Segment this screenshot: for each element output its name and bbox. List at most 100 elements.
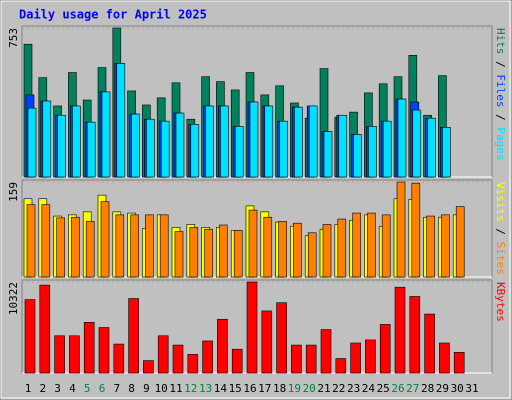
- bar: [278, 221, 287, 278]
- bar: [308, 105, 318, 178]
- bar: [320, 329, 332, 374]
- x-tick-label: 20: [303, 382, 316, 395]
- bar: [323, 131, 333, 178]
- bar: [189, 227, 199, 278]
- x-tick-label: 28: [421, 382, 434, 395]
- bar: [246, 281, 258, 374]
- x-tick-label: 18: [273, 382, 286, 395]
- bar: [190, 124, 200, 178]
- bar: [130, 214, 139, 278]
- bar: [411, 182, 421, 278]
- y-tick-label: 10322: [7, 282, 20, 315]
- bar: [396, 181, 406, 278]
- bar: [261, 310, 273, 374]
- bar: [335, 358, 347, 374]
- bar: [379, 324, 391, 374]
- bar: [113, 343, 125, 374]
- bar: [86, 121, 96, 178]
- bar: [394, 286, 406, 374]
- bar: [442, 127, 451, 178]
- bar: [205, 105, 214, 178]
- bar: [98, 327, 110, 374]
- bar: [263, 216, 273, 278]
- x-tick-label: 26: [391, 382, 404, 395]
- bar: [381, 214, 391, 278]
- bar: [54, 335, 65, 374]
- legend: Visits / Sites: [494, 182, 507, 275]
- bar: [220, 105, 229, 178]
- x-tick-label: 17: [258, 382, 271, 395]
- x-tick-label: 31: [465, 382, 478, 395]
- bar: [248, 209, 258, 278]
- bar: [439, 342, 450, 374]
- bar: [146, 118, 155, 178]
- bar: [57, 114, 66, 178]
- bar: [412, 109, 422, 178]
- x-tick-label: 15: [229, 382, 242, 395]
- legend-entry: Visits: [494, 182, 507, 222]
- bar: [145, 214, 154, 278]
- bar: [172, 344, 184, 374]
- bar: [24, 299, 36, 374]
- legend-entry: KBytes: [494, 282, 507, 322]
- bar: [276, 302, 287, 374]
- bar: [426, 215, 435, 278]
- bar: [305, 344, 317, 374]
- bar: [368, 126, 377, 178]
- y-tick-label: 159: [7, 182, 20, 202]
- bar: [27, 107, 37, 178]
- bar: [56, 217, 65, 278]
- x-tick-label: 24: [362, 382, 376, 395]
- bar: [219, 224, 228, 278]
- bar: [41, 204, 51, 278]
- legend-entry: Hits: [494, 28, 507, 55]
- bar: [294, 106, 303, 178]
- bar: [85, 221, 95, 278]
- legend: Hits / Files / Pages: [494, 28, 507, 161]
- x-tick-label: 8: [128, 382, 135, 395]
- legend-entry: Sites: [494, 242, 507, 275]
- x-tick-label: 13: [199, 382, 212, 395]
- legend-separator: /: [494, 222, 507, 242]
- bar: [322, 224, 332, 278]
- bar: [338, 114, 348, 178]
- x-tick-label: 25: [377, 382, 390, 395]
- bar: [231, 348, 243, 374]
- bar: [39, 284, 51, 374]
- bar: [204, 228, 213, 278]
- x-tick-label: 14: [214, 382, 228, 395]
- x-tick-label: 11: [169, 382, 182, 395]
- bar: [131, 113, 140, 178]
- bar: [100, 201, 110, 278]
- x-tick-label: 3: [54, 382, 61, 395]
- bar: [72, 105, 81, 178]
- bar: [202, 340, 213, 374]
- bar: [174, 231, 184, 278]
- legend-separator: /: [494, 108, 507, 128]
- bar: [397, 98, 407, 178]
- bar: [157, 335, 169, 374]
- bar: [352, 212, 361, 278]
- x-tick-label: 5: [84, 382, 91, 395]
- bar: [71, 216, 80, 278]
- bar: [26, 204, 36, 278]
- bar: [350, 342, 361, 374]
- bar: [291, 344, 302, 374]
- bar: [453, 352, 465, 374]
- bar: [264, 105, 274, 178]
- x-tick-label: 10: [155, 382, 168, 395]
- bar: [128, 298, 139, 374]
- x-tick-label: 2: [39, 382, 46, 395]
- legend: KBytes: [494, 282, 507, 322]
- x-tick-label: 4: [69, 382, 76, 395]
- bar: [424, 313, 435, 374]
- bar: [175, 112, 185, 178]
- y-tick-label: 753: [7, 28, 20, 48]
- bar: [293, 222, 302, 278]
- bar: [101, 91, 111, 178]
- bar: [365, 339, 376, 374]
- bar: [337, 218, 347, 278]
- bar: [69, 335, 80, 374]
